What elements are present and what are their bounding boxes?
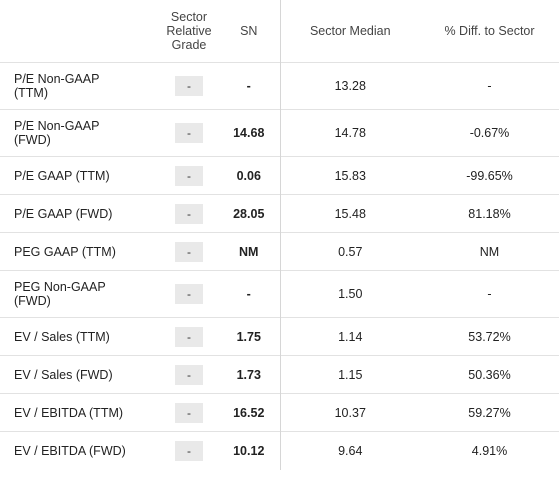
- cell: 53.72%: [420, 317, 559, 356]
- grade-badge: -: [175, 440, 203, 461]
- grade-cell: -: [160, 194, 218, 233]
- metric-label: EV / EBITDA (TTM): [0, 393, 160, 432]
- grade-cell: -: [160, 355, 218, 394]
- grade-cell: -: [160, 270, 218, 318]
- metric-label: EV / EBITDA (FWD): [0, 431, 160, 470]
- grade-badge: -: [175, 364, 203, 385]
- grade-cell: -: [160, 232, 218, 271]
- grade-cell: -: [160, 317, 218, 356]
- column-header: Sector Median: [309, 24, 391, 38]
- metric-label: EV / Sales (TTM): [0, 317, 160, 356]
- table-row: P/E Non-GAAP (FWD) -14.68 14.78 -0.67%: [0, 109, 559, 157]
- cell: 1.50: [280, 270, 420, 318]
- table-row: EV / EBITDA (FWD) -10.12 9.64 4.91%: [0, 431, 559, 470]
- cell: 13.28: [280, 62, 420, 110]
- grade-cell: -: [160, 62, 218, 110]
- cell: -0.67%: [420, 109, 559, 157]
- grade-badge: -: [175, 123, 203, 143]
- cell: 10.12: [218, 431, 281, 470]
- table-row: P/E Non-GAAP (TTM) - -13.28-: [0, 62, 559, 110]
- metric-label: P/E Non-GAAP (FWD): [0, 109, 160, 157]
- column-header: % Diff. to Sector: [444, 24, 535, 38]
- table-row: P/E GAAP (FWD) -28.05 15.48 81.18%: [0, 194, 559, 233]
- grade-cell: -: [160, 431, 218, 470]
- cell: 15.83: [280, 156, 420, 195]
- cell: NM: [218, 232, 281, 271]
- grade-badge: -: [175, 203, 203, 224]
- cell: 1.75: [218, 317, 281, 356]
- table-row: EV / Sales (FWD) -1.73 1.15 50.36%: [0, 355, 559, 394]
- column-header: [0, 0, 160, 63]
- cell: 14.78: [280, 109, 420, 157]
- cell: 28.05: [218, 194, 281, 233]
- grade-badge: -: [175, 284, 203, 304]
- cell: NM: [420, 232, 559, 271]
- table-row: EV / EBITDA (TTM) -16.52 10.37 59.27%: [0, 393, 559, 432]
- metric-label: P/E GAAP (TTM): [0, 156, 160, 195]
- cell: 4.91%: [420, 431, 559, 470]
- metric-label: PEG GAAP (TTM): [0, 232, 160, 271]
- cell: -: [420, 62, 559, 110]
- cell: 1.15: [280, 355, 420, 394]
- cell: 59.27%: [420, 393, 559, 432]
- grade-badge: -: [175, 402, 203, 423]
- cell: -: [420, 270, 559, 318]
- grade-cell: -: [160, 393, 218, 432]
- cell: 16.52: [218, 393, 281, 432]
- table-row: PEG GAAP (TTM) - NM 0.57 NM: [0, 232, 559, 271]
- cell: 14.68: [218, 109, 281, 157]
- table-row: PEG Non-GAAP (FWD) - -1.50-: [0, 270, 559, 318]
- table-body: P/E Non-GAAP (TTM) - -13.28- P/E Non-GAAP (…: [0, 62, 559, 470]
- header-row: Sector Relative Grade SN Sector Median % Di…: [0, 0, 559, 63]
- grade-badge: -: [175, 165, 203, 186]
- metric-label: P/E Non-GAAP (TTM): [0, 62, 160, 110]
- grade-badge: -: [175, 76, 203, 96]
- metric-label: PEG Non-GAAP (FWD): [0, 270, 160, 318]
- grade-cell: -: [160, 109, 218, 157]
- cell: -99.65%: [420, 156, 559, 195]
- metric-label: EV / Sales (FWD): [0, 355, 160, 394]
- cell: 1.14: [280, 317, 420, 356]
- grade-cell: -: [160, 156, 218, 195]
- cell: 81.18%: [420, 194, 559, 233]
- cell: -: [218, 62, 281, 110]
- cell: 0.06: [218, 156, 281, 195]
- cell: 10.37: [280, 393, 420, 432]
- column-header: SN: [218, 0, 281, 63]
- metric-label: P/E GAAP (FWD): [0, 194, 160, 233]
- cell: 15.48: [280, 194, 420, 233]
- cell: -: [218, 270, 281, 318]
- table-row: EV / Sales (TTM) -1.75 1.14 53.72%: [0, 317, 559, 356]
- cell: 9.64: [280, 431, 420, 470]
- grade-badge: -: [175, 326, 203, 347]
- cell: 50.36%: [420, 355, 559, 394]
- grade-badge: -: [175, 241, 203, 262]
- table-row: P/E GAAP (TTM) -0.06 15.83 -99.65%: [0, 156, 559, 195]
- column-header: Sector Relative Grade: [166, 10, 212, 52]
- cell: 0.57: [280, 232, 420, 271]
- cell: 1.73: [218, 355, 281, 394]
